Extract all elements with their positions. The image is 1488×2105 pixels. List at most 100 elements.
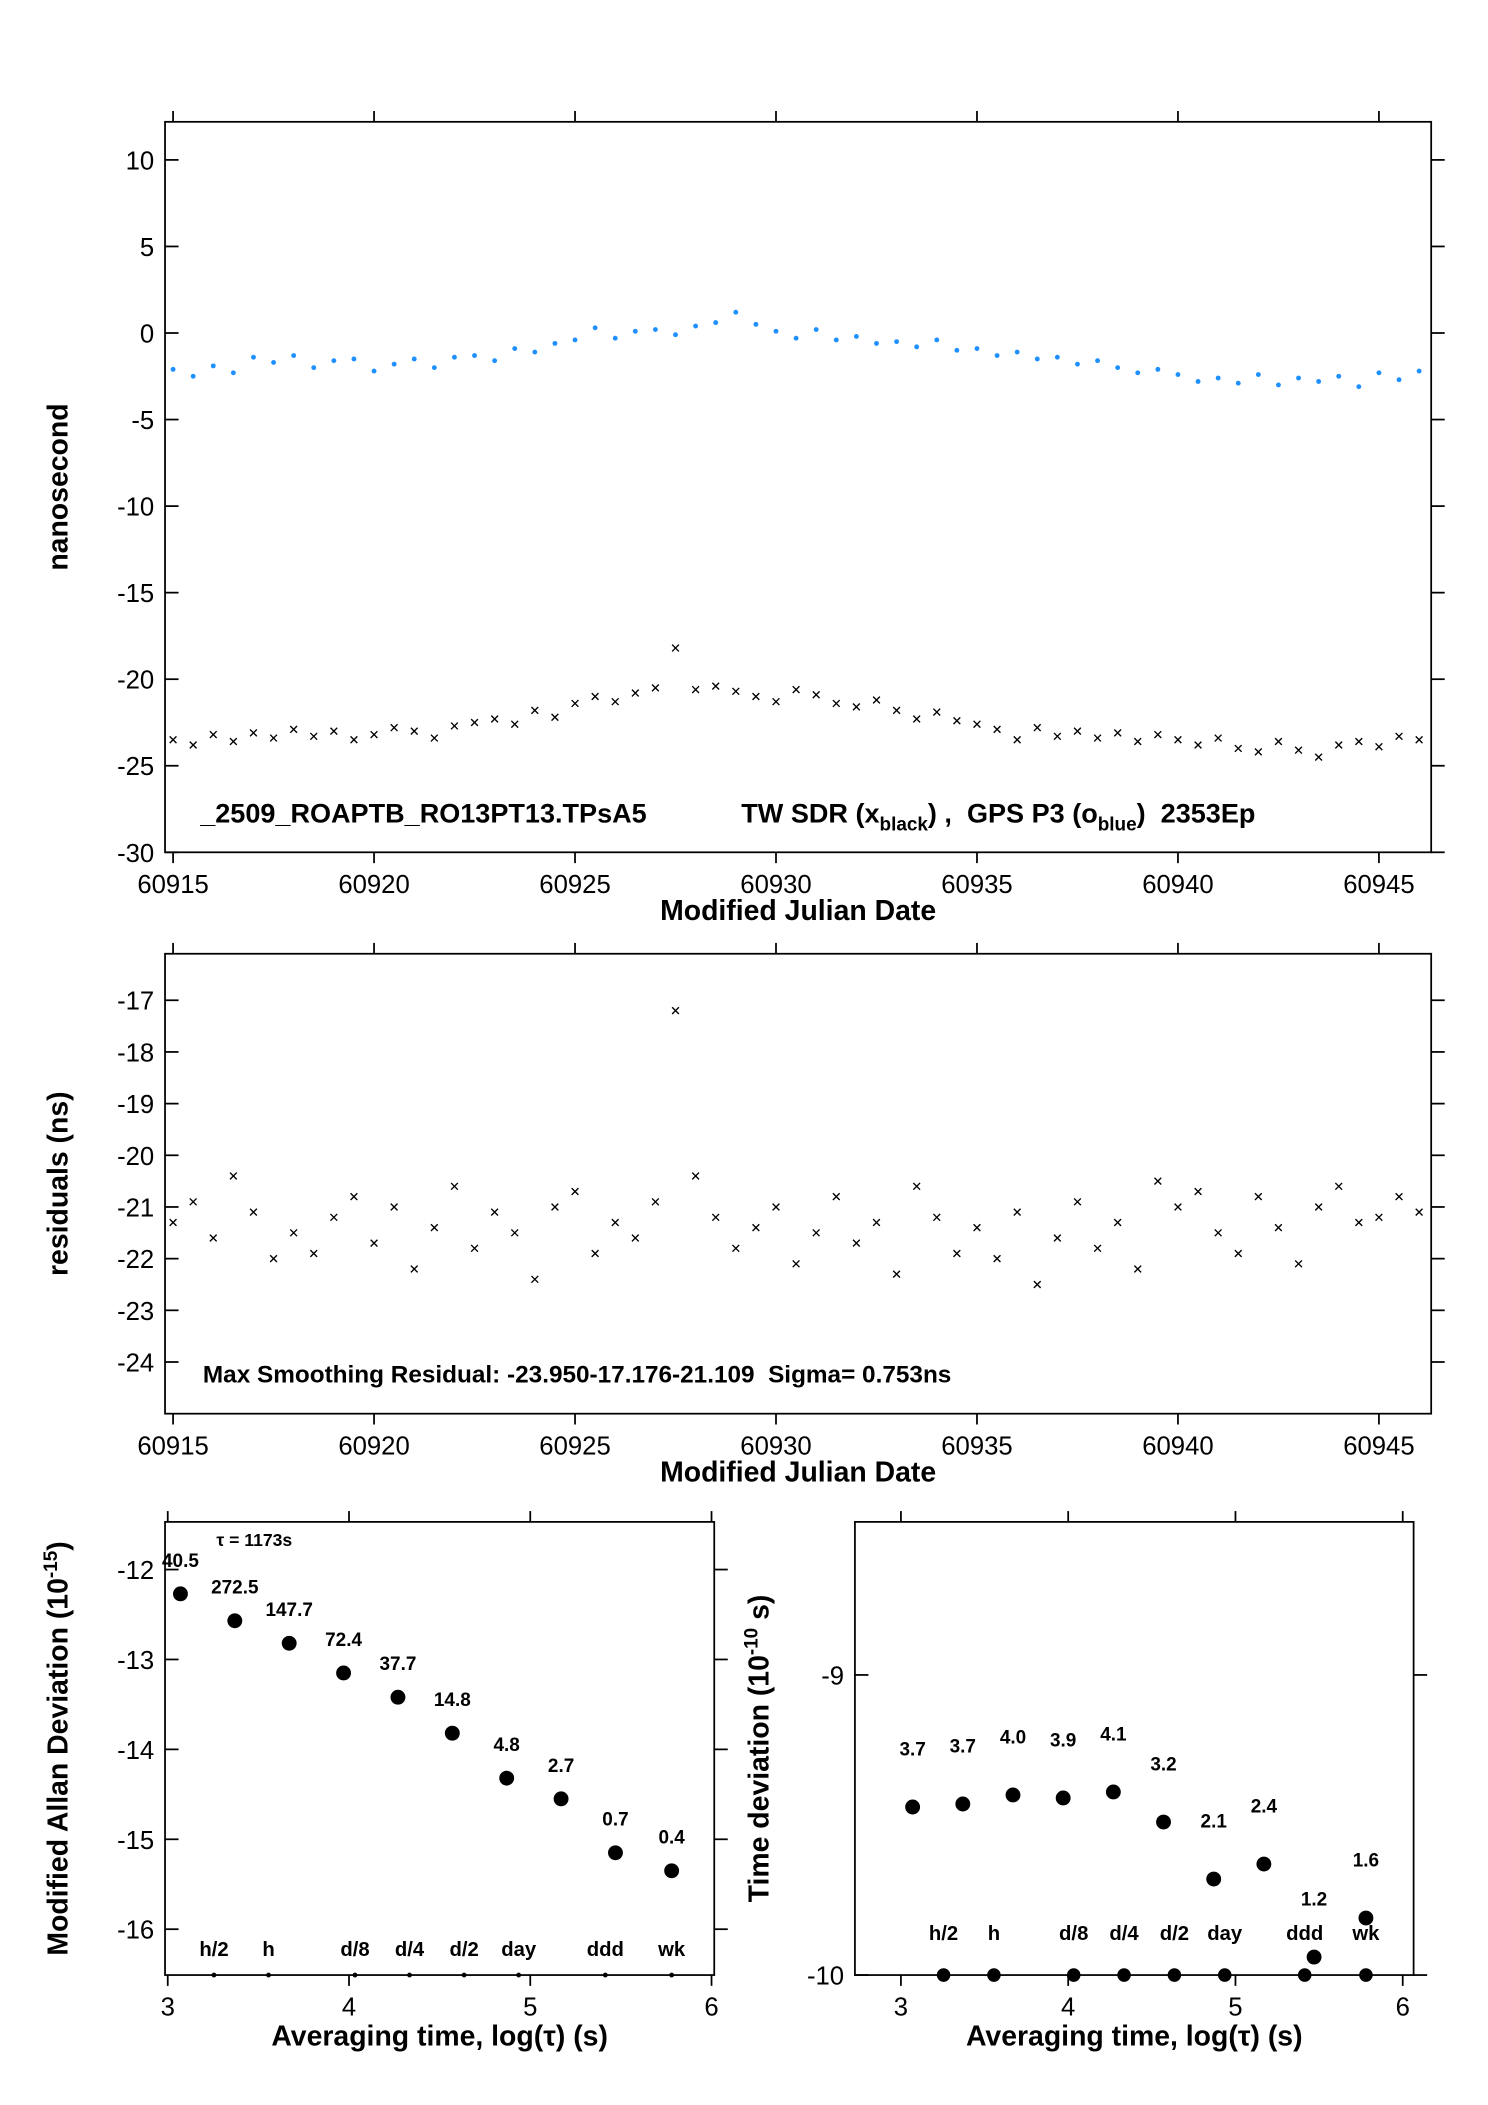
x-tick-label: 60935 (941, 1432, 1012, 1460)
point (608, 1845, 623, 1861)
marker-label: h (262, 1939, 274, 1961)
point-label: 3.2 (1150, 1755, 1176, 1776)
point (1075, 361, 1080, 367)
x-tick-label: 60930 (740, 871, 811, 899)
point (411, 356, 417, 362)
point (210, 363, 216, 369)
point (251, 354, 256, 360)
x-point (1395, 1192, 1403, 1201)
x-point (872, 696, 881, 704)
x-tick-label: 60940 (1142, 1432, 1213, 1460)
x-point (551, 713, 559, 722)
marker-label: wk (657, 1939, 686, 1961)
x-point (450, 722, 459, 730)
x-point (249, 1208, 258, 1216)
x-point (671, 644, 680, 652)
x-axis-title: Averaging time, log(τ) (s) (271, 2020, 608, 2052)
x-point (530, 706, 539, 715)
x-point (410, 1265, 419, 1273)
y-tick-label: -22 (117, 1246, 154, 1274)
x-point (1334, 1182, 1343, 1191)
x-point (651, 683, 660, 692)
point (1316, 379, 1322, 384)
x-point (1033, 1280, 1042, 1289)
point-label: 3.7 (899, 1740, 925, 1761)
x-point (1053, 732, 1062, 741)
x-tick-label: 60925 (539, 871, 610, 899)
x-point (611, 697, 620, 706)
point (632, 328, 638, 334)
point-label: 0.4 (658, 1828, 685, 1849)
point (390, 1689, 406, 1705)
x-tick-label: 6 (704, 1994, 718, 2022)
marker-dot (936, 1968, 951, 1982)
x-point (1254, 748, 1263, 756)
subscript: blue (1098, 815, 1137, 836)
point-label: 1.6 (1353, 1851, 1379, 1872)
marker-dot (1359, 1968, 1373, 1982)
x-point (731, 687, 740, 696)
x-point (1153, 1177, 1162, 1185)
x-point (1314, 753, 1323, 761)
point-label: 14.8 (434, 1690, 471, 1711)
marker-dot (987, 1968, 1001, 1982)
x-point (591, 692, 599, 701)
marker-dot (266, 1972, 271, 1978)
x-tick-label: 60945 (1343, 871, 1414, 899)
x-point (973, 1223, 981, 1232)
marker-label: h/2 (199, 1939, 228, 1961)
point (874, 340, 879, 346)
x-point (852, 703, 861, 711)
x-point (390, 1203, 399, 1211)
point (552, 340, 558, 346)
x-point (993, 1254, 1001, 1263)
point (994, 353, 1000, 358)
x-tick-label: 6 (1396, 1994, 1410, 2022)
x-point (731, 1244, 740, 1253)
marker-label: wk (1351, 1923, 1380, 1945)
plot-frame (164, 952, 1433, 1415)
x-point (510, 1228, 519, 1237)
x-point (571, 699, 579, 708)
point (1255, 372, 1261, 377)
marker-label: d/2 (449, 1939, 478, 1961)
y-tick-label: -10 (807, 1963, 844, 1991)
x-tick-label: 60920 (338, 1432, 409, 1460)
x-point (611, 1218, 620, 1227)
point (1156, 1814, 1171, 1830)
x-point (1214, 1228, 1223, 1237)
x-point (329, 727, 338, 735)
point (905, 1799, 921, 1815)
text-part: TW SDR (x (741, 799, 879, 829)
point (1034, 356, 1040, 362)
point (499, 1770, 515, 1786)
x-point (530, 1275, 539, 1284)
y-tick-label: -15 (117, 580, 154, 608)
x-tick-label: 60915 (137, 1432, 208, 1460)
y-tick-label: -21 (117, 1194, 154, 1222)
x-point (792, 685, 800, 694)
text-part: ) (43, 1541, 75, 1550)
marker-label: d/2 (1160, 1923, 1189, 1945)
marker-dot (1217, 1968, 1232, 1982)
point (391, 361, 397, 367)
marker-label: day (1207, 1923, 1243, 1945)
point (271, 359, 276, 365)
y-axis-title: nanosecond (43, 403, 75, 570)
x-point (1194, 1187, 1202, 1196)
x-point (832, 1192, 841, 1201)
x-point (1294, 1259, 1303, 1268)
marker-dot (1167, 1968, 1182, 1982)
x-point (470, 1244, 479, 1253)
x-point (1334, 741, 1343, 749)
y-axis-title: Time deviation (10-10 s) (742, 1595, 776, 1903)
x-point (1194, 741, 1202, 749)
annotation: τ = 1173s (216, 1530, 292, 1550)
point (1105, 1784, 1121, 1800)
point (1115, 365, 1121, 371)
y-tick-label: -13 (117, 1647, 154, 1675)
x-point (591, 1249, 599, 1258)
x-point (209, 730, 218, 739)
x-point (932, 708, 941, 716)
